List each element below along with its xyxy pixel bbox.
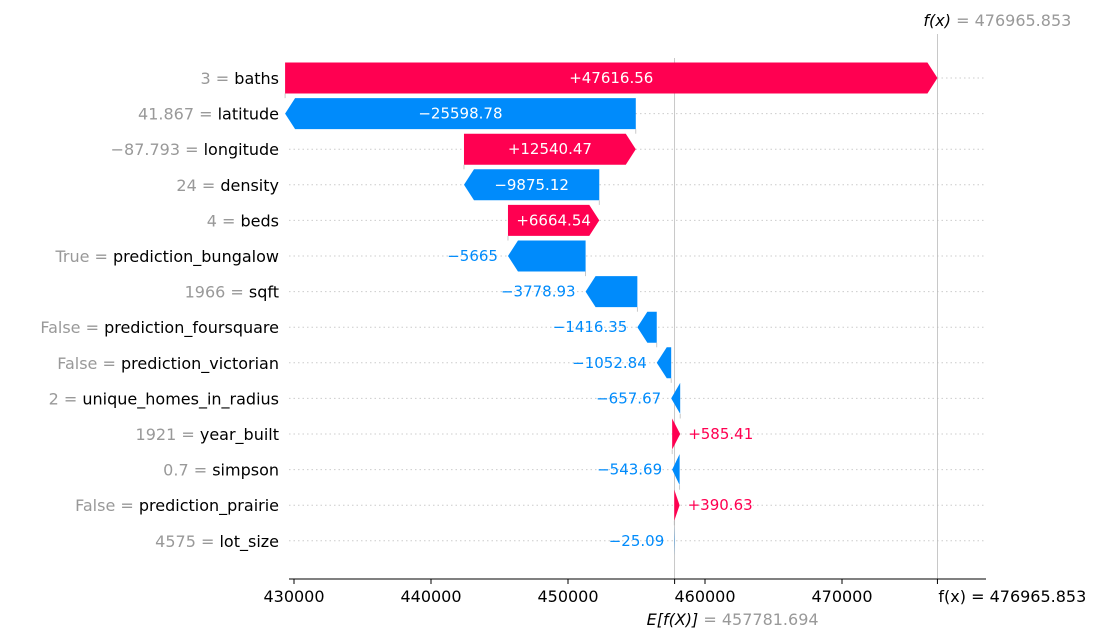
base-value-annotation: E[f(X)] = 457781.694 xyxy=(647,610,819,629)
feature-name: longitude xyxy=(204,140,279,159)
feature-name: prediction_foursquare xyxy=(104,318,279,338)
feature-value: 4575 = xyxy=(155,532,219,551)
feature-value: 2 = xyxy=(49,389,83,408)
bar-sqft xyxy=(585,276,638,308)
feature-name: latitude xyxy=(218,105,279,124)
bar-value-label: +585.41 xyxy=(688,425,753,443)
feature-label: 1921 = year_built xyxy=(136,425,279,445)
feature-label: 2 = unique_homes_in_radius xyxy=(49,389,279,409)
x-tick-label: 440000 xyxy=(400,587,461,606)
bar-value-label: −1416.35 xyxy=(553,318,628,336)
feature-label: 4 = beds xyxy=(207,211,279,230)
bar-prediction_bungalow xyxy=(507,240,586,272)
feature-label: 0.7 = simpson xyxy=(163,461,279,480)
output-value-annotation: f(x) = 476965.853 xyxy=(923,11,1071,30)
x-tick-label: 430000 xyxy=(263,587,324,606)
feature-value: 0.7 = xyxy=(163,461,212,480)
feature-value: 1921 = xyxy=(136,425,200,444)
feature-name: lot_size xyxy=(219,532,279,552)
feature-label: True = prediction_bungalow xyxy=(54,247,279,267)
bar-value-label: +47616.56 xyxy=(569,69,653,87)
feature-name: prediction_prairie xyxy=(139,496,279,516)
bar-longitude xyxy=(463,133,636,165)
output-value-axis-label: f(x) = 476965.853 xyxy=(938,587,1086,606)
row-gridlines xyxy=(289,77,986,542)
feature-name: simpson xyxy=(212,461,279,480)
feature-name: density xyxy=(220,176,279,195)
bar-beds xyxy=(507,204,600,236)
feature-name: beds xyxy=(241,211,280,230)
x-tick-label: 450000 xyxy=(537,587,598,606)
bar-value-label: −5665 xyxy=(447,247,498,265)
feature-value: 3 = xyxy=(201,69,235,88)
output-value-text: = 476965.853 xyxy=(951,11,1071,30)
feature-name: year_built xyxy=(200,425,279,445)
feature-label: False = prediction_victorian xyxy=(57,354,279,374)
feature-value: 1966 = xyxy=(185,283,249,302)
bar-density xyxy=(463,169,600,201)
feature-value: 4 = xyxy=(207,211,241,230)
bar-baths xyxy=(285,62,938,94)
bars: +47616.56 3 = baths −25598.78 41.867 = lati… xyxy=(40,62,938,557)
bar-latitude xyxy=(285,98,636,130)
feature-value: −87.793 = xyxy=(111,140,204,159)
feature-name: baths xyxy=(234,69,279,88)
feature-name: prediction_victorian xyxy=(121,354,279,374)
feature-value: False = xyxy=(75,496,139,515)
bar-prediction_victorian xyxy=(656,347,672,379)
bar-value-label: −25598.78 xyxy=(418,105,502,123)
bar-value-label: −25.09 xyxy=(609,532,665,550)
bar-prediction_prairie xyxy=(674,489,680,521)
bar-value-label: +12540.47 xyxy=(508,140,592,158)
bar-value-label: +390.63 xyxy=(688,496,753,514)
feature-label: 41.867 = latitude xyxy=(138,105,279,124)
feature-label: 3 = baths xyxy=(201,69,279,88)
feature-label: 24 = density xyxy=(176,176,279,195)
feature-label: False = prediction_foursquare xyxy=(40,318,279,338)
bar-value-label: −1052.84 xyxy=(572,354,647,372)
base-value-text: = 457781.694 xyxy=(698,610,818,629)
bar-simpson xyxy=(672,454,680,486)
bar-prediction_foursquare xyxy=(637,311,657,343)
output-value-prefix: f(x) xyxy=(923,11,951,30)
feature-label: 4575 = lot_size xyxy=(155,532,279,552)
bar-value-label: −657.67 xyxy=(596,389,661,407)
x-tick-label: 460000 xyxy=(674,587,735,606)
feature-value: False = xyxy=(57,354,121,373)
feature-value: 41.867 = xyxy=(138,105,218,124)
feature-value: True = xyxy=(54,247,113,266)
bar-value-label: −3778.93 xyxy=(501,283,576,301)
x-tick-label: 470000 xyxy=(811,587,872,606)
feature-name: sqft xyxy=(249,283,279,302)
bar-year_built xyxy=(672,418,681,450)
feature-label: 1966 = sqft xyxy=(185,283,279,302)
bar-value-label: −543.69 xyxy=(597,461,662,479)
feature-label: −87.793 = longitude xyxy=(111,140,279,159)
bar-value-label: −9875.12 xyxy=(494,176,569,194)
feature-value: 24 = xyxy=(176,176,220,195)
bar-value-label: +6664.54 xyxy=(516,211,591,229)
bar-unique_homes_in_radius xyxy=(671,382,681,414)
feature-value: False = xyxy=(40,318,104,337)
feature-label: False = prediction_prairie xyxy=(75,496,279,516)
feature-name: unique_homes_in_radius xyxy=(82,389,279,409)
feature-name: prediction_bungalow xyxy=(113,247,279,267)
base-value-prefix: E[f(X)] xyxy=(647,610,699,629)
